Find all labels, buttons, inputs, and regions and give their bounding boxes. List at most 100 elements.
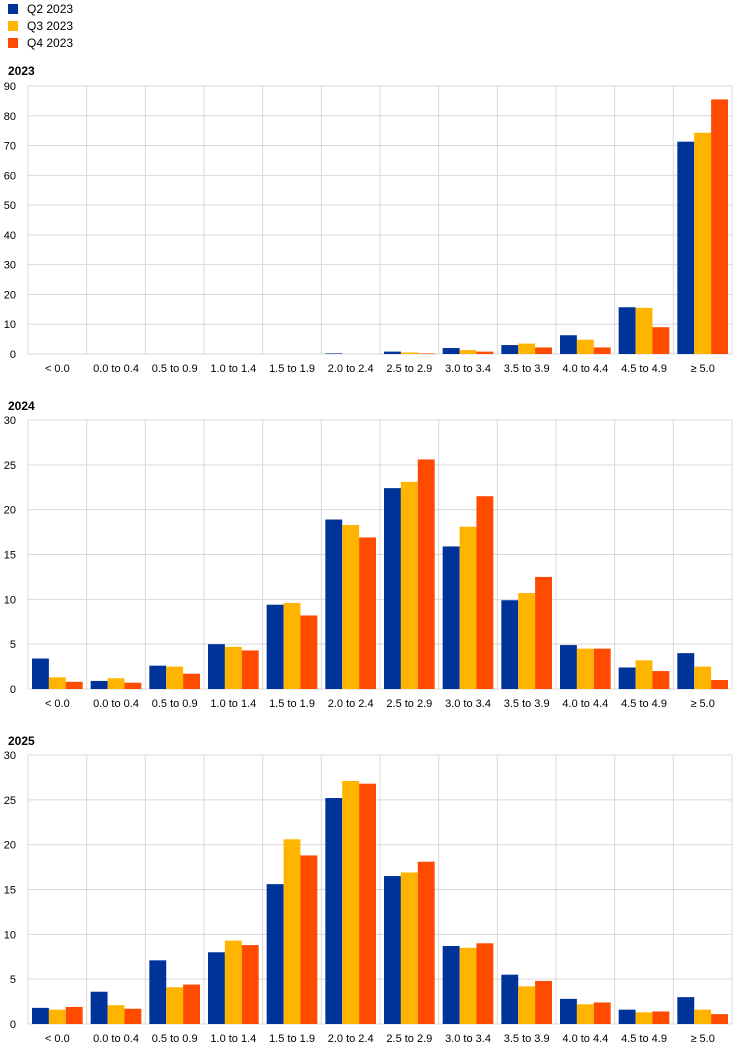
- bar-q3-2023: [224, 646, 242, 689]
- bar-q2-2023: [501, 974, 519, 1024]
- bar-q2-2023: [618, 307, 636, 354]
- bar-q4-2023: [652, 671, 670, 689]
- x-tick-label: 3.0 to 3.4: [445, 698, 491, 710]
- bar-q3-2023: [400, 872, 418, 1024]
- x-tick-label: < 0.0: [45, 1033, 70, 1045]
- y-tick-label: 0: [10, 1019, 16, 1031]
- x-tick-label: 0.5 to 0.9: [152, 363, 198, 375]
- x-tick-label: 3.0 to 3.4: [445, 1033, 491, 1045]
- bar-q2-2023: [560, 645, 577, 689]
- bar-q3-2023: [107, 678, 125, 689]
- bar-q3-2023: [283, 602, 301, 689]
- y-tick-label: 20: [4, 289, 16, 301]
- bar-q3-2023: [166, 666, 184, 689]
- bar-q3-2023: [694, 132, 712, 354]
- x-tick-label: 1.0 to 1.4: [210, 698, 256, 710]
- x-tick-label: ≥ 5.0: [690, 698, 714, 710]
- y-tick-label: 5: [10, 639, 16, 651]
- bar-q2-2023: [618, 1009, 636, 1024]
- x-tick-label: 4.0 to 4.4: [562, 1033, 608, 1045]
- x-tick-label: < 0.0: [45, 363, 70, 375]
- bar-q2-2023: [208, 644, 225, 689]
- y-tick-label: 5: [10, 974, 16, 986]
- legend-swatch-q3-2023: [8, 20, 18, 31]
- bar-q3-2023: [283, 839, 301, 1024]
- bar-q2-2023: [90, 991, 108, 1024]
- bar-q2-2023: [90, 680, 108, 689]
- bar-q4-2023: [183, 673, 200, 689]
- y-tick-label: 80: [4, 111, 16, 123]
- chart-panel-2023: 2023 0 10 20 30 40 50 60 70 80 90 < 0.0 0.0 to 0.4 0.…: [4, 64, 733, 375]
- x-tick-label: 4.5 to 4.9: [621, 1033, 667, 1045]
- y-tick-label: 40: [4, 230, 16, 242]
- y-tick-label: 20: [4, 840, 16, 852]
- bar-q4-2023: [359, 783, 376, 1024]
- bar-q4-2023: [476, 351, 494, 354]
- bar-q2-2023: [325, 798, 343, 1024]
- y-tick-label: 60: [4, 170, 16, 182]
- x-tick-label: 0.0 to 0.4: [93, 698, 139, 710]
- x-tick-label: 3.5 to 3.9: [504, 1033, 550, 1045]
- bar-q4-2023: [593, 648, 611, 689]
- bar-q3-2023: [518, 593, 536, 689]
- bar-q3-2023: [48, 1009, 66, 1024]
- legend-label: Q3 2023: [27, 18, 74, 33]
- x-tick-label: 2.0 to 2.4: [328, 1033, 374, 1045]
- bar-q2-2023: [32, 658, 49, 689]
- bar-q3-2023: [576, 339, 594, 354]
- bar-q3-2023: [694, 1009, 712, 1024]
- bar-q2-2023: [560, 998, 577, 1024]
- y-tick-label: 30: [4, 415, 16, 427]
- legend-item-q4-2023: Q4 2023: [8, 34, 73, 51]
- y-tick-label: 25: [4, 795, 16, 807]
- bar-q2-2023: [266, 604, 284, 689]
- y-tick-label: 30: [4, 750, 16, 762]
- bar-q3-2023: [400, 352, 418, 354]
- y-tick-label: 70: [4, 141, 16, 153]
- bar-q3-2023: [518, 343, 536, 354]
- bar-q2-2023: [677, 653, 695, 689]
- bar-q4-2023: [652, 327, 670, 354]
- bar-q2-2023: [560, 335, 577, 354]
- y-tick-label: 0: [10, 684, 16, 696]
- bar-q3-2023: [635, 660, 653, 689]
- bar-q4-2023: [711, 680, 728, 689]
- legend-item-q2-2023: Q2 2023: [8, 0, 73, 17]
- bar-q3-2023: [342, 524, 360, 689]
- bar-q4-2023: [652, 1011, 670, 1024]
- bar-q3-2023: [224, 940, 242, 1024]
- x-tick-label: 0.0 to 0.4: [93, 363, 139, 375]
- x-tick-label: 1.5 to 1.9: [269, 698, 315, 710]
- x-tick-label: 4.0 to 4.4: [562, 363, 608, 375]
- x-tick-label: 0.5 to 0.9: [152, 698, 198, 710]
- bar-q3-2023: [576, 648, 594, 689]
- x-tick-label: 2.0 to 2.4: [328, 363, 374, 375]
- bar-q4-2023: [183, 984, 200, 1024]
- bar-q4-2023: [124, 682, 142, 689]
- bar-q3-2023: [48, 677, 66, 689]
- x-tick-label: 1.0 to 1.4: [210, 1033, 256, 1045]
- bar-q3-2023: [459, 947, 477, 1024]
- y-tick-label: 10: [4, 929, 16, 941]
- legend-swatch-q4-2023: [8, 37, 18, 48]
- y-tick-label: 30: [4, 260, 16, 272]
- bar-q2-2023: [325, 353, 343, 354]
- bar-q2-2023: [442, 945, 460, 1024]
- x-tick-label: 4.5 to 4.9: [621, 363, 667, 375]
- bar-q4-2023: [593, 347, 611, 354]
- bar-q4-2023: [359, 537, 376, 689]
- bar-q3-2023: [107, 1005, 125, 1024]
- bar-q2-2023: [442, 348, 460, 354]
- bar-q3-2023: [459, 350, 477, 354]
- bar-q2-2023: [618, 667, 636, 689]
- x-tick-label: 1.5 to 1.9: [269, 363, 315, 375]
- y-tick-label: 10: [4, 319, 16, 331]
- bar-q3-2023: [694, 666, 712, 689]
- x-tick-label: 2.5 to 2.9: [386, 1033, 432, 1045]
- x-tick-label: ≥ 5.0: [690, 363, 714, 375]
- bar-q4-2023: [593, 1002, 611, 1024]
- legend-swatch-q2-2023: [8, 3, 18, 14]
- bar-q4-2023: [711, 99, 728, 355]
- x-tick-label: 4.5 to 4.9: [621, 698, 667, 710]
